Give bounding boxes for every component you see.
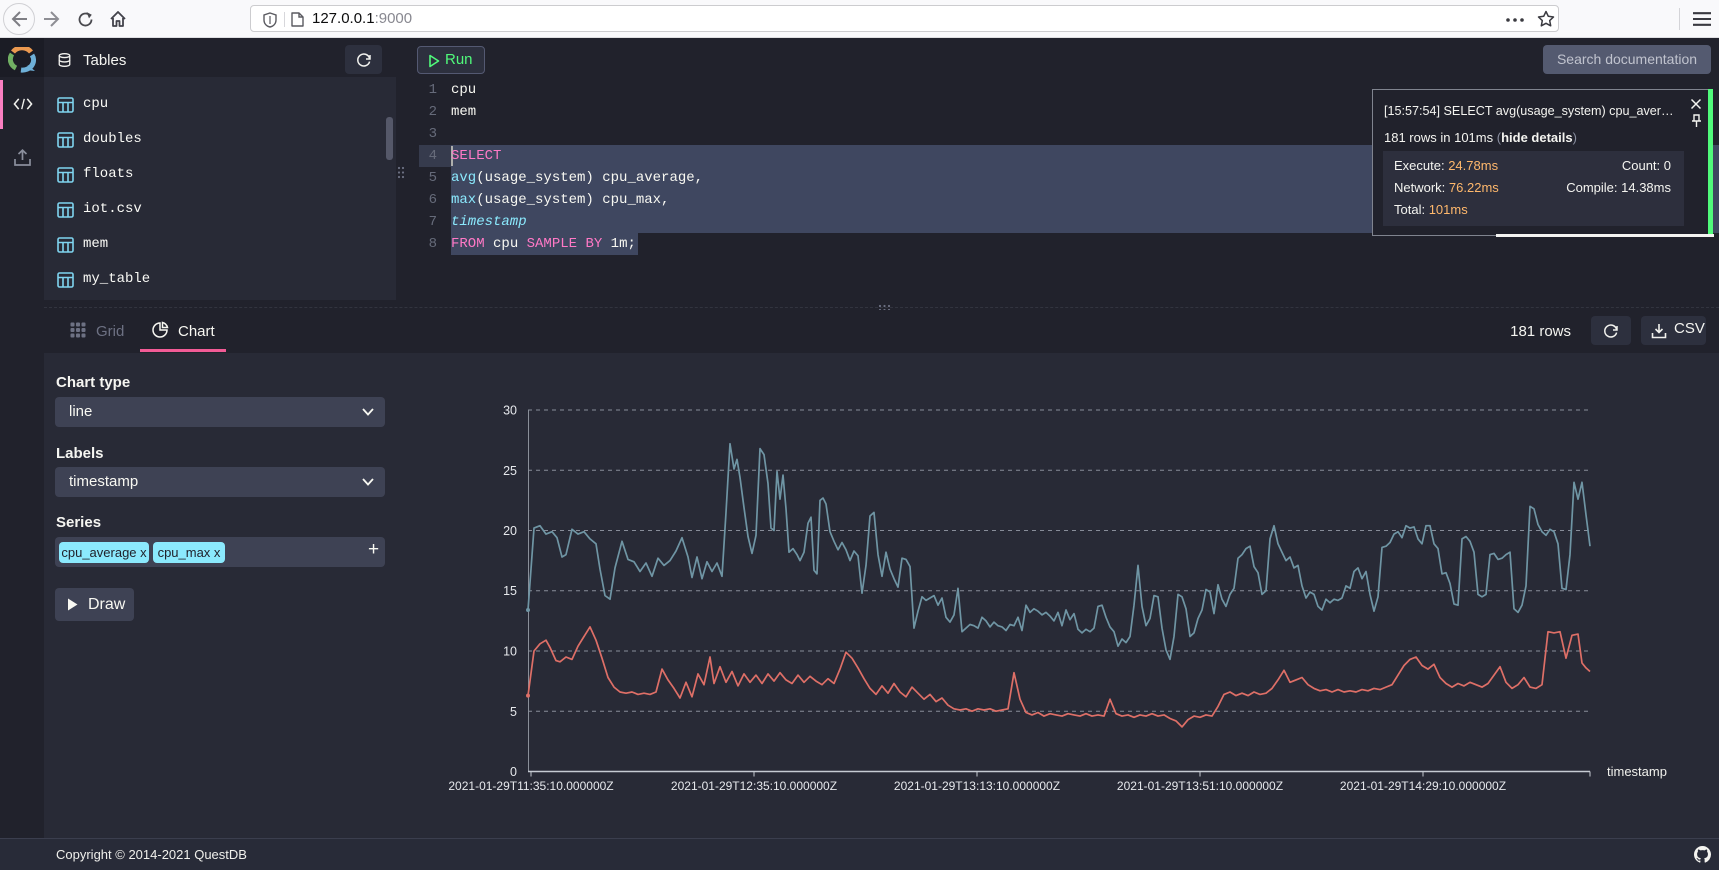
svg-text:timestamp: timestamp <box>1607 764 1667 779</box>
svg-text:5: 5 <box>510 705 517 719</box>
svg-text:2021-01-29T11:35:10.000000Z: 2021-01-29T11:35:10.000000Z <box>448 779 613 793</box>
svg-text:25: 25 <box>503 464 517 478</box>
svg-text:10: 10 <box>503 645 517 659</box>
svg-text:2021-01-29T14:29:10.000000Z: 2021-01-29T14:29:10.000000Z <box>1340 779 1506 793</box>
svg-text:20: 20 <box>503 524 517 538</box>
svg-text:0: 0 <box>510 765 517 779</box>
svg-text:2021-01-29T13:13:10.000000Z: 2021-01-29T13:13:10.000000Z <box>894 779 1060 793</box>
svg-text:30: 30 <box>503 404 517 418</box>
svg-text:2021-01-29T13:51:10.000000Z: 2021-01-29T13:51:10.000000Z <box>1117 779 1283 793</box>
svg-text:15: 15 <box>503 584 517 598</box>
svg-text:2021-01-29T12:35:10.000000Z: 2021-01-29T12:35:10.000000Z <box>671 779 837 793</box>
